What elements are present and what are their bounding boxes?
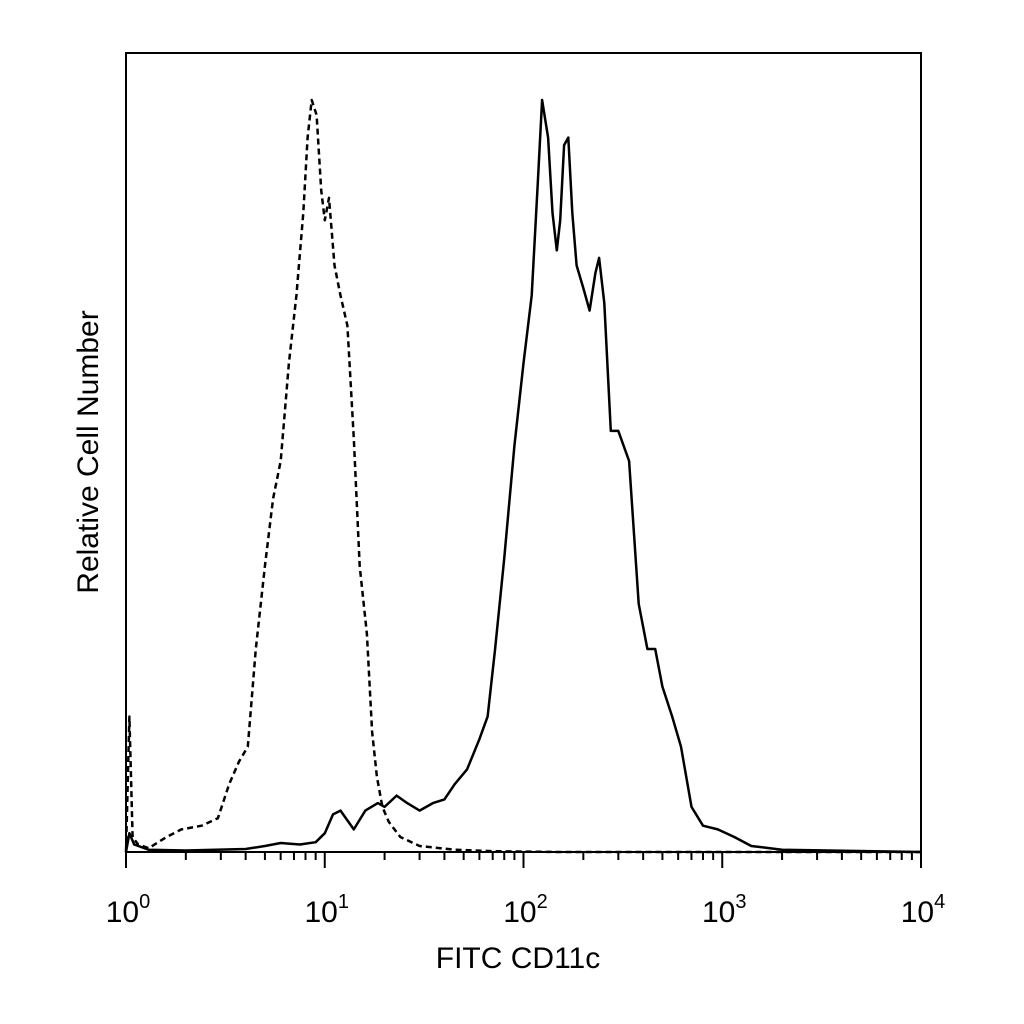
- series-line-dashed: [124, 98, 921, 854]
- x-tick-label: 101: [305, 891, 350, 929]
- y-axis-title: Relative Cell Number: [72, 310, 105, 593]
- x-major-ticks: [125, 852, 922, 868]
- x-tick-label: 100: [106, 891, 151, 929]
- x-tick-label: 103: [702, 891, 747, 929]
- x-minor-ticks: [184, 852, 913, 860]
- series-line-solid: [124, 98, 922, 854]
- x-tick-label: 102: [503, 891, 548, 929]
- x-tick-label: 104: [901, 891, 946, 929]
- series-layer: [124, 98, 922, 854]
- x-tick-labels: 100 101 102 103 104: [106, 891, 946, 929]
- x-axis-title: FITC CD11c: [436, 942, 600, 975]
